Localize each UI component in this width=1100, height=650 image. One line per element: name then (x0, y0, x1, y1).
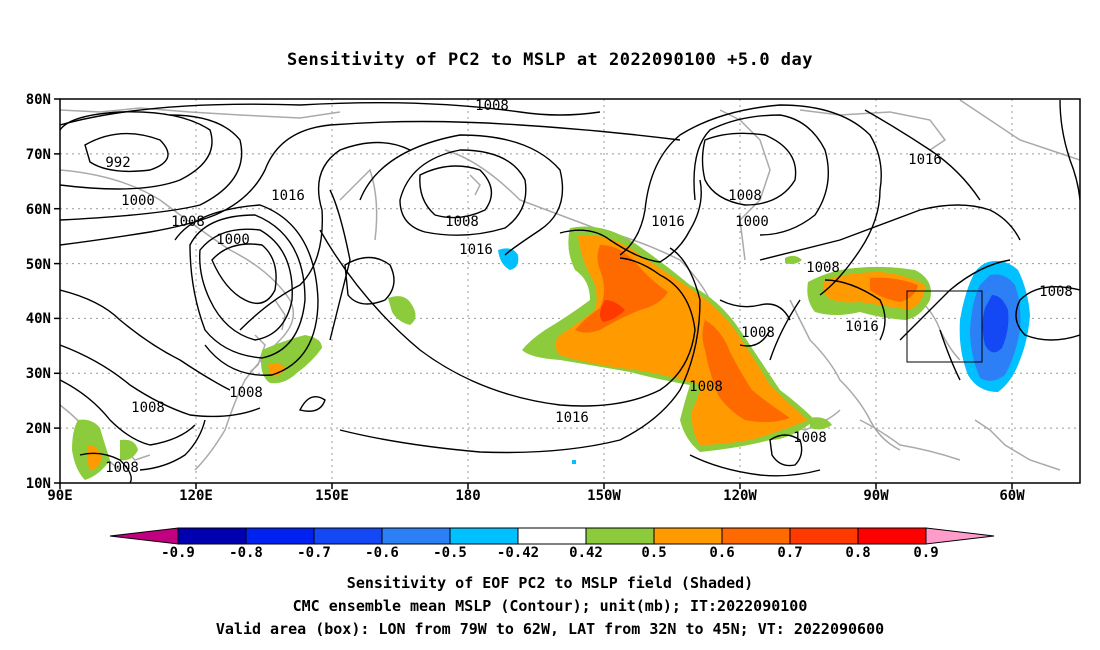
lat-label: 10N (26, 476, 51, 492)
shade-green-midpacific (388, 296, 416, 325)
contour-label: 1008 (229, 385, 263, 401)
contour-label: 1008 (689, 379, 723, 395)
colorbar-segment (381, 527, 451, 545)
colorbar-tick-label: 0.7 (777, 545, 802, 561)
footer-line-3: Valid area (box): LON from 79W to 62W, L… (215, 620, 885, 638)
contour-label: 1008 (806, 260, 840, 276)
contour-label: 1000 (216, 232, 250, 248)
lat-label: 40N (26, 311, 51, 327)
contour-label: 1016 (651, 214, 685, 230)
colorbar-segment (721, 527, 791, 545)
colorbar-tick-label: -0.8 (229, 545, 263, 561)
contour-label: 1008 (171, 214, 205, 230)
longitude-labels: 90E 120E 150E 180 150W 120W 90W 60W (47, 488, 1025, 504)
shade-green-scs (120, 439, 138, 461)
lat-label: 70N (26, 147, 51, 163)
contour-label: 1016 (459, 242, 493, 258)
shade-darkorange-us (870, 277, 918, 302)
shade-darkorange-coast (702, 320, 790, 423)
shade-red-pacific (599, 300, 625, 322)
colorbar-end-left (109, 527, 179, 545)
contour-label: 992 (105, 155, 130, 171)
lon-label: 180 (455, 488, 480, 504)
colorbar-end-right (925, 527, 995, 545)
sensitivity-shading (72, 226, 1030, 480)
lat-label: 30N (26, 366, 51, 382)
contour-label: 1008 (793, 430, 827, 446)
shade-green-mexico (810, 417, 832, 430)
contour-label: 1008 (475, 98, 509, 114)
contour-label: 1008 (105, 460, 139, 476)
lon-label: 120E (179, 488, 213, 504)
colorbar-segment (313, 527, 383, 545)
colorbar-tick-label: -0.42 (497, 545, 539, 561)
colorbar-segment (857, 527, 927, 545)
colorbar-tick-label: 0.42 (569, 545, 603, 561)
colorbar-segments (109, 527, 995, 545)
colorbar-segment (177, 527, 247, 545)
footer-line-1: Sensitivity of EOF PC2 to MSLP field (Sh… (346, 574, 754, 592)
colorbar-segment (585, 527, 655, 545)
lat-label: 20N (26, 421, 51, 437)
colorbar: -0.9 -0.8 -0.7 -0.6 -0.5 -0.42 0.42 0.5 … (109, 527, 995, 561)
shade-cyan-speck (572, 460, 576, 464)
colorbar-tick-label: 0.9 (913, 545, 938, 561)
lat-label: 80N (26, 92, 51, 108)
shade-orange-bengal (86, 445, 102, 470)
contour-label: 1008 (445, 214, 479, 230)
shade-orange-japan (268, 363, 286, 377)
colorbar-tick-labels: -0.9 -0.8 -0.7 -0.6 -0.5 -0.42 0.42 0.5 … (161, 545, 939, 561)
lat-label: 50N (26, 257, 51, 273)
lat-label: 60N (26, 202, 51, 218)
colorbar-tick-label: 0.5 (641, 545, 666, 561)
contour-labels: 1008 992 1000 1016 1008 1000 1016 1008 1… (105, 98, 1073, 476)
colorbar-segment (449, 527, 519, 545)
contour-label: 1000 (121, 193, 155, 209)
colorbar-tick-label: -0.5 (433, 545, 467, 561)
lon-label: 90W (863, 488, 889, 504)
valid-area-box (906, 290, 983, 363)
contour-label: 1016 (271, 188, 305, 204)
lon-label: 90E (47, 488, 72, 504)
mslp-contours (60, 99, 1080, 483)
contour-label: 1008 (741, 325, 775, 341)
colorbar-tick-label: -0.6 (365, 545, 399, 561)
shade-green-hudson (785, 255, 802, 264)
colorbar-tick-label: -0.7 (297, 545, 331, 561)
contour-label: 1008 (728, 188, 762, 204)
colorbar-tick-label: 0.8 (845, 545, 870, 561)
colorbar-segment (789, 527, 859, 545)
shade-darkorange-pacific (575, 245, 668, 333)
contour-label: 1008 (1039, 284, 1073, 300)
lon-label: 120W (723, 488, 757, 504)
latitude-labels: 80N 70N 60N 50N 40N 30N 20N 10N (26, 92, 51, 492)
shade-cyan-aleutian (498, 248, 519, 270)
colorbar-tick-label: 0.6 (709, 545, 734, 561)
map-title: Sensitivity of PC2 to MSLP at 2022090100… (286, 50, 813, 70)
colorbar-tick-label: -0.9 (161, 545, 195, 561)
axis-ticks (54, 98, 1013, 489)
lon-label: 150E (315, 488, 349, 504)
footer-line-2: CMC ensemble mean MSLP (Contour); unit(m… (292, 597, 808, 615)
contour-label: 1000 (735, 214, 769, 230)
lon-label: 150W (587, 488, 621, 504)
contour-label: 1016 (555, 410, 589, 426)
colorbar-segment (517, 527, 587, 545)
contour-label: 1016 (845, 319, 879, 335)
plot-frame (59, 98, 1081, 484)
lon-label: 60W (999, 488, 1025, 504)
colorbar-segment (245, 527, 315, 545)
colorbar-segment (653, 527, 723, 545)
contour-label: 1016 (908, 152, 942, 168)
contour-label: 1008 (131, 400, 165, 416)
shade-blue2-atlantic (982, 295, 1009, 353)
